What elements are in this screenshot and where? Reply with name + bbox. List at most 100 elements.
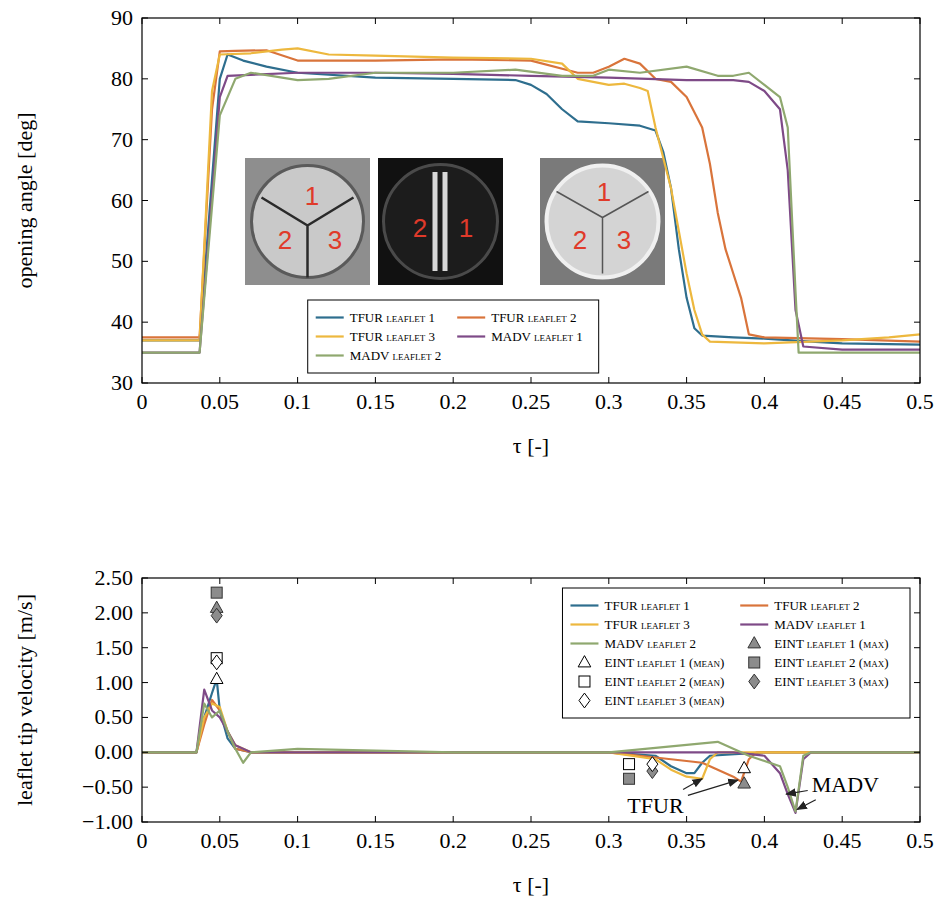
x-tick: [375, 816, 376, 822]
legend-label: TFUR leaflet 2: [491, 310, 576, 325]
x-tick: [219, 18, 220, 24]
y-tick-label: 60: [111, 188, 133, 213]
x-tick: [686, 377, 687, 383]
y-tick: [142, 18, 148, 19]
y-tick: [914, 139, 920, 140]
inset-label: 1: [597, 177, 611, 207]
data-point: [211, 587, 222, 598]
legend-label: TFUR leaflet 1: [350, 310, 435, 325]
data-point: [624, 759, 635, 770]
x-tick: [375, 377, 376, 383]
y-tick: [914, 18, 920, 19]
y-tick-label: 2.50: [95, 565, 134, 590]
x-tick: [531, 578, 532, 584]
inset-label: 3: [617, 225, 631, 255]
legend-label: MADV leaflet 1: [774, 617, 865, 632]
y-tick: [914, 261, 920, 262]
legend-swatch: [579, 676, 590, 687]
y-tick: [914, 647, 920, 648]
y-tick-label: 70: [111, 127, 133, 152]
inset-label: 1: [459, 213, 473, 243]
x-tick: [297, 578, 298, 584]
legend-frame: [562, 588, 910, 718]
x-tick: [531, 377, 532, 383]
x-tick: [142, 18, 143, 24]
y-axis-title: leaflet tip velocity [m/s]: [12, 594, 37, 806]
x-tick: [842, 18, 843, 24]
y-tick: [142, 717, 148, 718]
y-tick: [914, 383, 920, 384]
y-tick: [142, 612, 148, 613]
legend-label: EINT leaflet 3 (max): [774, 674, 888, 689]
x-tick-label: 0.1: [284, 389, 312, 414]
data-line: [142, 703, 920, 811]
x-tick: [219, 377, 220, 383]
x-tick: [920, 578, 921, 584]
x-tick: [764, 377, 765, 383]
y-tick-label: 1.50: [95, 635, 134, 660]
inset-label: 2: [278, 225, 292, 255]
x-tick: [686, 578, 687, 584]
y-tick: [914, 200, 920, 201]
x-tick: [764, 816, 765, 822]
y-tick: [914, 822, 920, 823]
annotation-arrow: [688, 780, 738, 795]
legend-label: TFUR leaflet 3: [604, 617, 689, 632]
annotation-arrow: [683, 779, 702, 790]
y-tick: [142, 787, 148, 788]
x-tick-label: 0.25: [512, 828, 551, 853]
y-tick: [914, 578, 920, 579]
y-tick-label: 1.00: [95, 670, 134, 695]
inset-background: [245, 158, 370, 285]
legend-swatch: [748, 637, 761, 648]
inset-image: 123: [245, 158, 370, 285]
x-tick: [453, 18, 454, 24]
legend-swatch: [749, 657, 760, 668]
x-tick: [531, 18, 532, 24]
legend-swatch: [457, 316, 485, 318]
x-tick: [219, 578, 220, 584]
x-tick-label: 0.35: [667, 828, 706, 853]
x-tick: [920, 18, 921, 24]
y-tick: [142, 822, 148, 823]
inset-label: 1: [305, 181, 319, 211]
x-tick-label: 0: [137, 389, 148, 414]
legend-swatch: [579, 693, 590, 708]
legend-swatch: [570, 604, 598, 606]
x-tick-label: 0.05: [201, 389, 240, 414]
plot-data: [142, 587, 920, 813]
y-tick: [142, 578, 148, 579]
y-tick-label: 80: [111, 66, 133, 91]
y-tick: [142, 322, 148, 323]
legend-label: TFUR leaflet 3: [350, 329, 435, 344]
legend-swatch: [740, 623, 768, 625]
inset-label: 2: [573, 225, 587, 255]
x-tick-label: 0.15: [356, 828, 395, 853]
x-tick: [297, 377, 298, 383]
x-tick-label: 0.5: [906, 828, 934, 853]
x-tick-label: 0.45: [823, 828, 862, 853]
x-tick: [297, 816, 298, 822]
legend-label: EINT leaflet 2 (max): [774, 655, 888, 670]
legend-swatch: [749, 674, 760, 689]
x-tick: [375, 18, 376, 24]
legend-swatch: [570, 623, 598, 625]
legend-label: TFUR leaflet 1: [604, 598, 689, 613]
x-tick: [764, 578, 765, 584]
legend-swatch: [740, 604, 768, 606]
x-tick: [142, 578, 143, 584]
x-tick-label: 0.4: [751, 828, 779, 853]
x-tick: [219, 816, 220, 822]
y-tick-label: 0.50: [95, 704, 134, 729]
x-tick: [142, 816, 143, 822]
y-tick-label: 2.00: [95, 600, 134, 625]
x-tick-label: 0.2: [439, 828, 467, 853]
data-point: [738, 777, 751, 788]
inset-label: 2: [413, 213, 427, 243]
data-point: [210, 672, 223, 683]
y-tick: [914, 717, 920, 718]
legend-label: EINT leaflet 3 (mean): [604, 693, 724, 708]
data-point: [738, 761, 751, 772]
x-tick-label: 0.05: [201, 828, 240, 853]
y-tick-label: 30: [111, 370, 133, 395]
